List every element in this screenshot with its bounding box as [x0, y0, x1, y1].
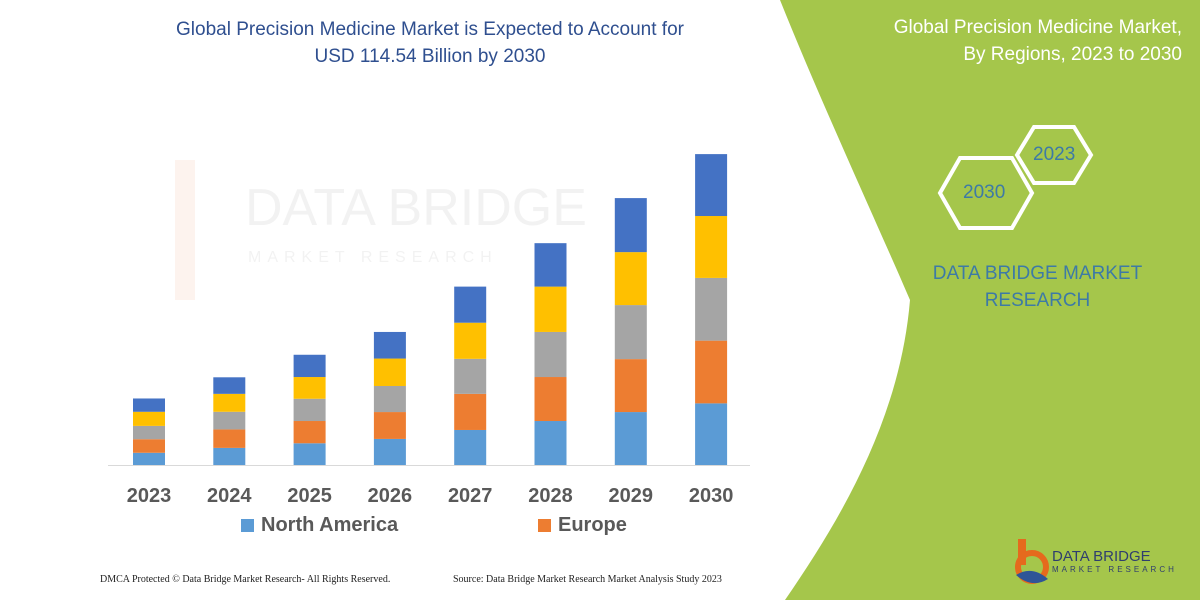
- brand-text: DATA BRIDGE MARKET RESEARCH: [905, 260, 1170, 314]
- legend-europe: Europe: [538, 514, 627, 537]
- stacked-bar-chart: 2023 2024 2025 2026 2027 2028 2029 2030: [108, 154, 750, 507]
- bar-segment-2028-series-3: [534, 331, 567, 378]
- bar-segment-2025-europe: [293, 421, 326, 444]
- bar-segment-2025-series-3: [293, 398, 326, 422]
- footer-copyright: DMCA Protected © Data Bridge Market Rese…: [100, 574, 391, 585]
- bar-segment-2030-europe: [695, 340, 728, 404]
- title-line-1: Global Precision Medicine Market is Expe…: [176, 19, 684, 40]
- logo-icon: [1015, 539, 1049, 584]
- footer-source: Source: Data Bridge Market Research Mark…: [453, 574, 722, 585]
- bar-segment-2027-series-3: [454, 358, 487, 394]
- bar-segment-2026-north-america: [373, 438, 406, 465]
- bar-segment-2026-series-5: [373, 331, 406, 359]
- x-tick-label: 2027: [448, 485, 493, 507]
- bar-segment-2024-series-4: [213, 393, 246, 412]
- bar-segment-2024-series-3: [213, 411, 246, 430]
- svg-text:DATA BRIDGE: DATA BRIDGE: [245, 179, 587, 237]
- brand-line-1: DATA BRIDGE MARKET: [932, 263, 1143, 284]
- x-tick-label: 2028: [528, 485, 573, 507]
- hex-2030-label: 2030: [963, 182, 1006, 203]
- bar-segment-2030-series-3: [695, 277, 728, 341]
- legend-swatch-north-america: [241, 519, 254, 532]
- bar-segment-2024-series-5: [213, 377, 246, 394]
- bar-segment-2028-series-4: [534, 286, 567, 332]
- bar-segment-2028-europe: [534, 377, 567, 422]
- brand-line-2: RESEARCH: [984, 290, 1091, 311]
- x-tick-label: 2024: [207, 485, 252, 507]
- bar-segment-2029-europe: [614, 359, 647, 413]
- x-tick-label: 2023: [127, 485, 172, 507]
- bar-segment-2030-series-5: [695, 154, 728, 217]
- bar-segment-2029-series-5: [614, 198, 647, 253]
- bar-segment-2029-series-4: [614, 252, 647, 306]
- bar-segment-2024-north-america: [213, 447, 246, 465]
- side-title-line-1: Global Precision Medicine Market,: [893, 17, 1182, 38]
- bar-segment-2026-series-4: [373, 358, 406, 386]
- hex-2030-shape: [937, 156, 1035, 230]
- watermark: DATA BRIDGE MARKET RESEARCH: [175, 160, 587, 300]
- hex-2023-shape: [1014, 125, 1094, 185]
- bar-segment-2024-europe: [213, 429, 246, 448]
- x-tick-label: 2029: [609, 485, 654, 507]
- x-tick-label: 2026: [368, 485, 413, 507]
- bar-segment-2026-series-3: [373, 385, 406, 413]
- bar-segment-2029-north-america: [614, 412, 647, 465]
- bar-segment-2025-north-america: [293, 443, 326, 465]
- bar-segment-2029-series-3: [614, 305, 647, 360]
- side-title-line-2: By Regions, 2023 to 2030: [963, 44, 1182, 65]
- bar-segment-2027-north-america: [454, 429, 487, 465]
- bar-segment-2030-series-4: [695, 216, 728, 278]
- side-title: Global Precision Medicine Market, By Reg…: [894, 14, 1182, 68]
- bar-segment-2023-series-5: [133, 398, 165, 412]
- legend-swatch-europe: [538, 519, 551, 532]
- bar-segment-2027-europe: [454, 393, 487, 430]
- bar-segment-2026-europe: [373, 412, 406, 439]
- bar-segment-2030-north-america: [695, 403, 728, 465]
- data-bridge-logo: DATA BRIDGE MARKET RESEARCH: [1010, 535, 1177, 587]
- title-line-2: USD 114.54 Billion by 2030: [314, 46, 546, 67]
- hex-2023-label: 2023: [1033, 144, 1076, 165]
- bar-segment-2027-series-4: [454, 322, 487, 359]
- bar-segment-2023-north-america: [133, 452, 165, 465]
- svg-text:MARKET RESEARCH: MARKET RESEARCH: [248, 249, 498, 266]
- x-tick-label: 2025: [287, 485, 332, 507]
- logo-sub: MARKET RESEARCH: [1052, 564, 1177, 574]
- bar-segment-2023-series-3: [133, 425, 165, 440]
- bar-segment-2028-series-5: [534, 243, 567, 287]
- bar-segment-2023-europe: [133, 439, 165, 453]
- bar-segment-2025-series-4: [293, 377, 326, 399]
- bar-segment-2025-series-5: [293, 354, 326, 378]
- legend-label-north-america: North America: [261, 514, 399, 536]
- chart-title: Global Precision Medicine Market is Expe…: [120, 16, 740, 70]
- legend-label-europe: Europe: [558, 514, 627, 536]
- bar-segment-2027-series-5: [454, 286, 487, 323]
- logo-name: DATA BRIDGE: [1052, 547, 1151, 565]
- bar-segment-2023-series-4: [133, 411, 165, 426]
- x-tick-label: 2030: [689, 485, 734, 507]
- bar-segment-2028-north-america: [534, 421, 567, 465]
- legend-north-america: North America: [241, 514, 398, 537]
